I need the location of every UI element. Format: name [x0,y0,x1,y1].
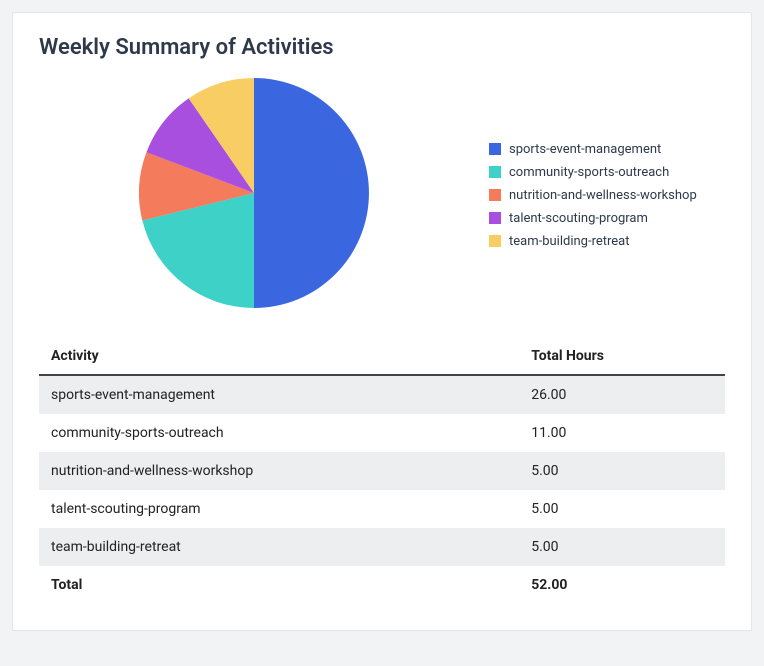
table-body: sports-event-management26.00community-sp… [39,375,725,604]
col-activity: Activity [39,338,519,375]
cell-hours: 5.00 [519,490,725,528]
table-header-row: Activity Total Hours [39,338,725,375]
table-row: nutrition-and-wellness-workshop5.00 [39,452,725,490]
legend-swatch [489,212,501,224]
legend-label: sports-event-management [509,142,661,157]
activity-table: Activity Total Hours sports-event-manage… [39,338,725,604]
legend: sports-event-management community-sports-… [369,134,725,257]
cell-activity: community-sports-outreach [39,414,519,452]
legend-label: nutrition-and-wellness-workshop [509,188,697,203]
legend-item: sports-event-management [489,142,725,157]
cell-total-value: 52.00 [519,566,725,604]
pie-slice [254,78,369,308]
cell-activity: nutrition-and-wellness-workshop [39,452,519,490]
legend-item: nutrition-and-wellness-workshop [489,188,725,203]
table-total-row: Total52.00 [39,566,725,604]
legend-swatch [489,189,501,201]
cell-hours: 5.00 [519,452,725,490]
legend-swatch [489,235,501,247]
cell-activity: team-building-retreat [39,528,519,566]
cell-hours: 11.00 [519,414,725,452]
cell-hours: 5.00 [519,528,725,566]
summary-card: Weekly Summary of Activities sports-even… [12,12,752,631]
card-title: Weekly Summary of Activities [39,35,725,60]
cell-activity: talent-scouting-program [39,490,519,528]
cell-total-label: Total [39,566,519,604]
pie-chart-container [39,78,369,312]
table-row: team-building-retreat5.00 [39,528,725,566]
legend-swatch [489,143,501,155]
legend-item: team-building-retreat [489,234,725,249]
table-row: talent-scouting-program5.00 [39,490,725,528]
legend-label: talent-scouting-program [509,211,648,226]
legend-swatch [489,166,501,178]
col-hours: Total Hours [519,338,725,375]
table-row: sports-event-management26.00 [39,375,725,414]
table-row: community-sports-outreach11.00 [39,414,725,452]
legend-item: talent-scouting-program [489,211,725,226]
cell-hours: 26.00 [519,375,725,414]
legend-label: community-sports-outreach [509,165,669,180]
cell-activity: sports-event-management [39,375,519,414]
legend-label: team-building-retreat [509,234,630,249]
legend-item: community-sports-outreach [489,165,725,180]
pie-chart [139,78,369,308]
chart-row: sports-event-management community-sports-… [39,78,725,312]
